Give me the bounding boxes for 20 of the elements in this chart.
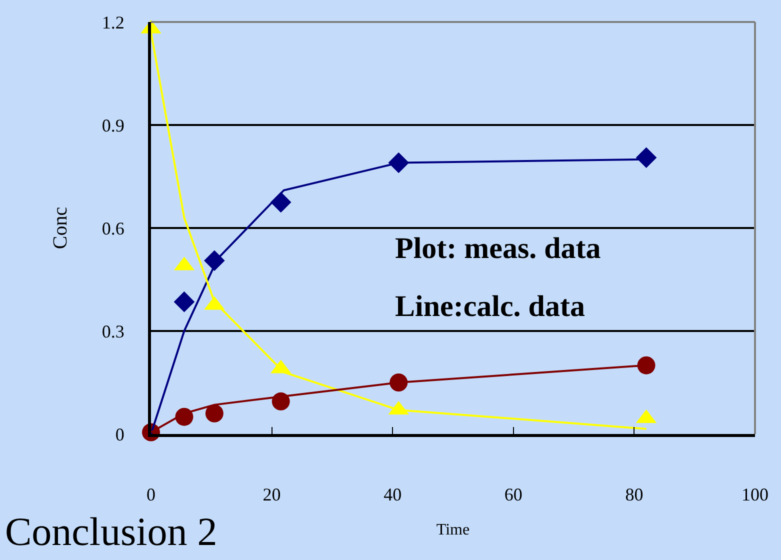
x-tick-label: 0 (146, 484, 156, 505)
point (174, 291, 195, 312)
x-tick-label: 60 (504, 484, 522, 505)
x-tick-label: 40 (384, 484, 402, 505)
x-tick-label: 20 (262, 484, 281, 505)
point (636, 147, 657, 168)
annotation: Line:calc. data (395, 290, 585, 323)
point (205, 404, 224, 422)
x-tick-label: 80 (625, 484, 644, 505)
y-tick-label: 1.2 (102, 12, 124, 32)
x-axis-title: Time (436, 521, 470, 538)
point (637, 356, 656, 374)
y-axis-title: Conc (49, 206, 72, 250)
y-tick-label: 0.9 (102, 115, 124, 136)
y-tick-label: 0 (115, 424, 124, 444)
annotation: Plot: meas. data (395, 232, 601, 265)
y-tick-label: 0.6 (102, 218, 124, 238)
x-tick-label: 100 (742, 484, 768, 505)
y-tick-label: 0.3 (102, 321, 124, 342)
text: Conclusion 2 (5, 509, 218, 554)
